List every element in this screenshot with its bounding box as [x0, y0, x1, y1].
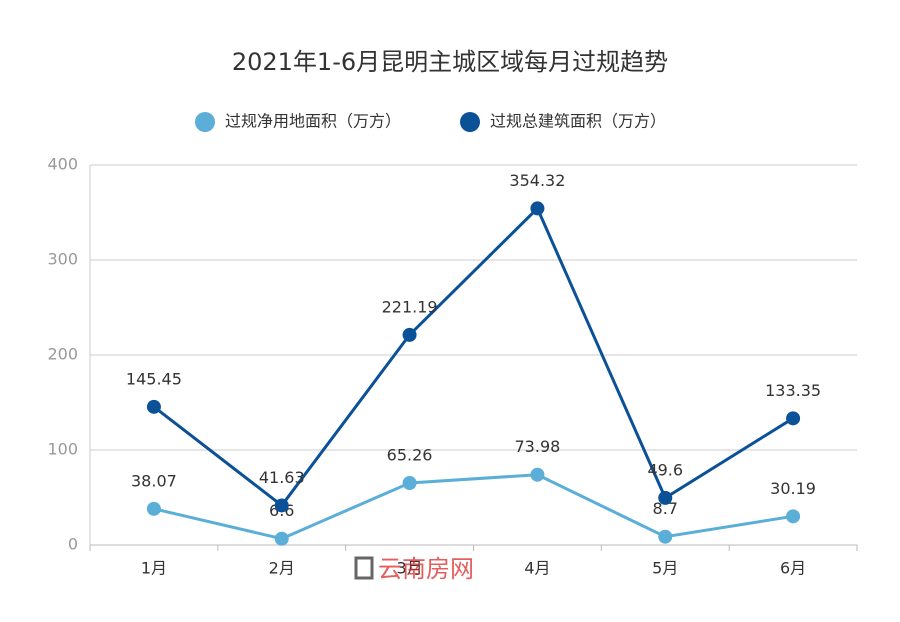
x-tick-label: 5月	[652, 559, 678, 578]
y-tick-label: 300	[47, 250, 78, 269]
data-point	[146, 399, 161, 414]
y-tick-label: 0	[68, 535, 78, 554]
legend-marker	[195, 112, 215, 132]
data-point	[658, 490, 673, 505]
y-tick-label: 100	[47, 440, 78, 459]
data-point	[530, 201, 545, 216]
series-line	[153, 473, 794, 541]
y-tick-label: 400	[47, 155, 78, 174]
data-label: 145.45	[126, 369, 182, 388]
x-tick-label: 4月	[524, 559, 550, 578]
chart-title: 2021年1-6月昆明主城区域每月过规趋势	[232, 48, 668, 76]
data-point	[274, 531, 289, 546]
data-label: 30.19	[770, 479, 816, 498]
x-tick-label: 2月	[269, 559, 295, 578]
data-label: 38.07	[131, 471, 177, 490]
data-point	[274, 498, 289, 513]
y-tick-label: 200	[47, 345, 78, 364]
legend-label: 过规总建筑面积（万方）	[490, 112, 666, 131]
data-point	[530, 467, 545, 482]
data-point	[402, 327, 417, 342]
legend-marker	[460, 112, 480, 132]
data-point	[786, 411, 801, 426]
x-tick-label: 6月	[780, 559, 806, 578]
data-point	[402, 476, 417, 491]
data-label: 354.32	[509, 171, 565, 190]
data-point	[146, 501, 161, 516]
data-label: 133.35	[765, 381, 821, 400]
data-label: 49.6	[647, 460, 683, 479]
data-label: 65.26	[387, 446, 433, 465]
legend-label: 过规净用地面积（万方）	[225, 112, 401, 131]
x-tick-label: 3月	[396, 559, 422, 578]
data-label: 8.7	[653, 499, 678, 518]
watermark-icon	[354, 556, 374, 580]
series-line	[153, 205, 794, 508]
data-label: 41.63	[259, 468, 305, 487]
data-label: 221.19	[382, 297, 438, 316]
data-point	[786, 509, 801, 524]
data-label: 73.98	[515, 437, 561, 456]
x-tick-label: 1月	[141, 559, 167, 578]
data-point	[658, 529, 673, 544]
watermark: 云南房网	[378, 555, 474, 583]
